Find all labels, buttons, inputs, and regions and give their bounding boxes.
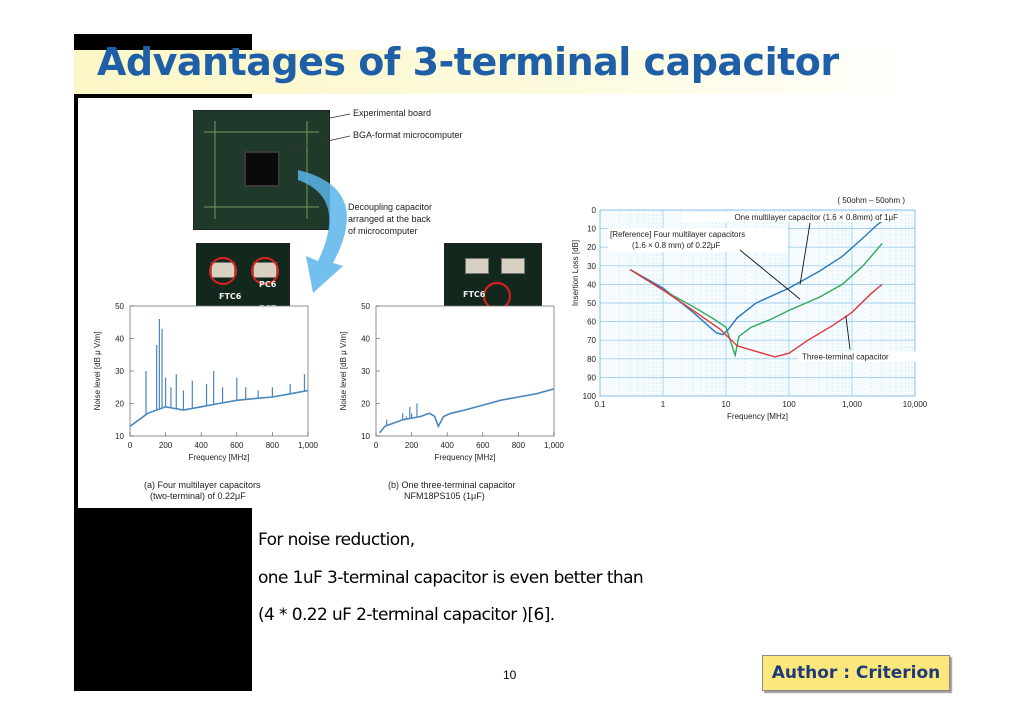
y-tick-label: 10 <box>115 432 124 441</box>
series-line <box>629 220 883 336</box>
label-decoupling-1: Decoupling capacitor <box>348 202 433 212</box>
y-tick-label: 50 <box>361 302 370 311</box>
x-tick-label: 200 <box>405 441 419 450</box>
label-decoupling-3: of microcomputer <box>348 226 418 236</box>
caption-b-line1: (b) One three-terminal capacitor <box>388 480 516 490</box>
label-experimental-board: Experimental board <box>353 108 432 118</box>
y-tick-label: 20 <box>361 400 370 409</box>
noise-chart-a: 10 20 30 40 50 0 200 400 600 800 1,000 Frequency [M… <box>93 302 319 462</box>
label-decoupling-2: arranged at the back <box>348 214 431 224</box>
series-line <box>629 243 883 358</box>
x-tick-label: 1 <box>661 400 666 409</box>
x-tick-label: 600 <box>476 441 490 450</box>
x-tick-label: 400 <box>441 441 455 450</box>
annotation-backdrop <box>682 212 900 222</box>
series-annotations: One multilayer capacitor (1.6 × 0.8mm) o… <box>608 212 918 362</box>
impedance-note: ( 50ohm – 50ohm ) <box>837 196 905 205</box>
x-axis-label: Frequency [MHz] <box>189 453 250 462</box>
x-tick-label: 10 <box>722 400 731 409</box>
y-tick-label: 40 <box>361 335 370 344</box>
y-tick-label: 30 <box>361 367 370 376</box>
x-tick-label: 0.1 <box>594 400 606 409</box>
photo-tag: FTC6 <box>463 290 486 299</box>
author-badge-text: Author : Criterion <box>771 663 941 683</box>
y-tick-label: 50 <box>587 299 596 308</box>
series-label: One multilayer capacitor (1.6 × 0.8mm) o… <box>734 213 898 222</box>
x-tick-label: 400 <box>195 441 209 450</box>
slide-title: Advantages of 3-terminal capacitor <box>97 40 839 84</box>
caption-a-line1: (a) Four multilayer capacitors <box>144 480 261 490</box>
x-tick-label: 600 <box>230 441 244 450</box>
y-tick-label: 70 <box>587 336 596 345</box>
annotation-backdrop <box>608 228 788 252</box>
annotation-leader <box>845 315 851 350</box>
x-tick-label: 100 <box>782 400 796 409</box>
series-line <box>629 268 883 358</box>
y-tick-label: 60 <box>587 318 596 327</box>
y-axis-label: Noise level [dB μ V/m] <box>93 332 102 411</box>
series-label: Three-terminal capacitor <box>802 352 889 361</box>
figure-panel: PC6 FTC6 PC7 FTC6 Experimental board BGA… <box>78 98 948 508</box>
y-tick-label: 40 <box>115 335 124 344</box>
x-tick-label: 800 <box>266 441 280 450</box>
board-callouts <box>287 113 351 293</box>
x-axis-label: Frequency [MHz] <box>727 412 788 421</box>
noise-series-line <box>378 388 555 434</box>
series-label: (1.6 × 0.8 mm) of 0.22μF <box>632 241 721 250</box>
x-tick-label: 200 <box>159 441 173 450</box>
y-tick-label: 40 <box>587 280 596 289</box>
y-tick-label: 30 <box>115 367 124 376</box>
series-label: [Reference] Four multilayer capacitors <box>610 230 745 239</box>
bga-chip <box>244 151 280 187</box>
x-tick-label: 1,000 <box>842 400 863 409</box>
plot-area <box>375 305 555 437</box>
y-tick-label: 20 <box>587 243 596 252</box>
body-line-1: For noise reduction, <box>258 530 415 550</box>
noise-chart-b: 10 20 30 40 50 0 200 400 600 800 1,000 Frequency [M… <box>339 302 565 462</box>
experimental-board-photo <box>193 110 330 230</box>
y-tick-label: 80 <box>587 355 596 364</box>
annotation-leader <box>739 249 801 300</box>
y-tick-label: 10 <box>361 432 370 441</box>
photo-tag: FTC6 <box>219 292 242 301</box>
x-axis-label: Frequency [MHz] <box>435 453 496 462</box>
x-tick-label: 800 <box>512 441 526 450</box>
x-tick-label: 1,000 <box>298 441 319 450</box>
title-band <box>74 50 936 94</box>
y-axis-label: Insertion Loss [dB] <box>571 240 580 306</box>
y-tick-label: 90 <box>587 373 596 382</box>
caption-b-line2: NFM18PS105 (1μF) <box>404 491 485 501</box>
y-axis-label: Noise level [dB μ V/m] <box>339 332 348 411</box>
y-tick-label: 10 <box>587 225 596 234</box>
x-tick-label: 10,000 <box>903 400 928 409</box>
body-line-3: (4 * 0.22 uF 2-terminal capacitor )[6]. <box>258 605 555 625</box>
author-badge: Author : Criterion <box>762 655 950 691</box>
body-line-2: one 1uF 3-terminal capacitor is even bet… <box>258 568 644 588</box>
page-number: 10 <box>503 668 517 682</box>
x-tick-label: 0 <box>128 441 133 450</box>
annotation-backdrop <box>798 351 918 362</box>
x-tick-label: 0 <box>374 441 379 450</box>
annotation-leader <box>799 222 811 285</box>
x-tick-label: 1,000 <box>544 441 565 450</box>
y-tick-label: 0 <box>592 206 597 215</box>
y-tick-label: 20 <box>115 400 124 409</box>
insertion-loss-chart: 0.1 1 10 100 1,000 10,000 0 10 20 30 40 50 60 70 80 90 1… <box>571 196 928 421</box>
caption-a-line2: (two-terminal) of 0.22μF <box>150 491 246 501</box>
y-tick-label: 50 <box>115 302 124 311</box>
photo-tag: PC6 <box>259 280 277 289</box>
y-tick-label: 30 <box>587 262 596 271</box>
label-bga-microcomputer: BGA-format microcomputer <box>353 130 463 140</box>
decoupling-arrow <box>298 170 347 293</box>
y-tick-label: 100 <box>583 392 597 401</box>
